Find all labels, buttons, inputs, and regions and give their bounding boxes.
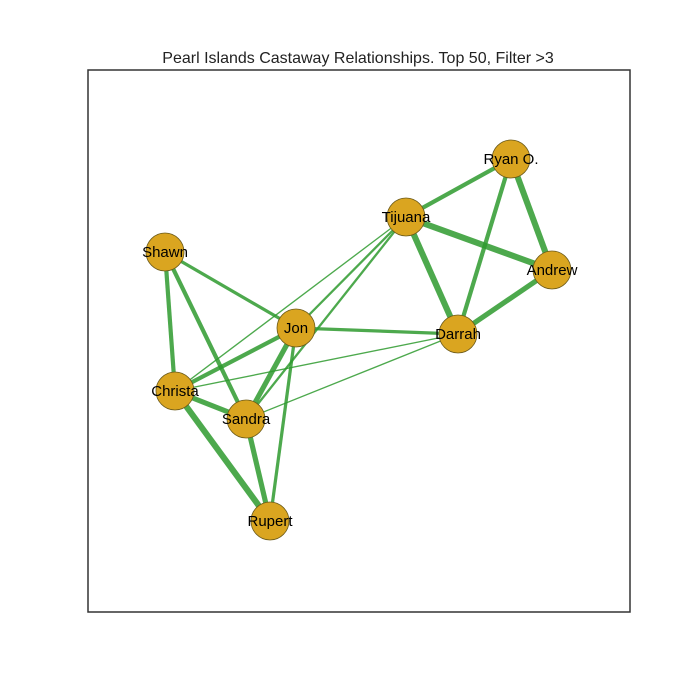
- edge-darrah-jon: [295, 326, 459, 336]
- node-label-shawn: Shawn: [142, 244, 188, 261]
- node-label-andrew: Andrew: [527, 262, 578, 279]
- plot-frame: [87, 69, 631, 613]
- node-andrew: Andrew: [527, 250, 578, 290]
- node-ryan: Ryan O.: [483, 139, 539, 179]
- node-circle-christa: [155, 371, 195, 411]
- edge-shawn-jon: [164, 250, 297, 330]
- node-circle-andrew: [532, 250, 572, 290]
- edge-tijuana-darrah: [403, 215, 461, 336]
- edge-ryan-andrew: [508, 157, 555, 272]
- chart-title: Pearl Islands Castaway Relationships. To…: [162, 50, 554, 67]
- node-circle-sandra: [226, 399, 266, 439]
- nodes-layer: Ryan O. Tijuana Andrew Shawn Jon Darrah Christ…: [142, 139, 578, 541]
- node-circle-tijuana: [386, 197, 426, 237]
- edge-tijuana-ryan: [404, 157, 513, 219]
- node-circle-shawn: [145, 232, 185, 272]
- node-label-sandra: Sandra: [222, 411, 271, 428]
- node-rupert: Rupert: [247, 501, 293, 541]
- node-christa: Christa: [151, 371, 199, 411]
- edge-jon-rupert: [268, 327, 298, 522]
- node-label-tijuana: Tijuana: [382, 209, 431, 226]
- edge-darrah-christa: [174, 333, 459, 392]
- edges-layer: [162, 157, 555, 523]
- node-label-jon: Jon: [284, 320, 308, 337]
- node-label-rupert: Rupert: [247, 513, 293, 530]
- node-label-darrah: Darrah: [435, 326, 481, 343]
- node-shawn: Shawn: [142, 232, 188, 272]
- edge-tijuana-christa: [174, 216, 407, 392]
- edge-tijuana-andrew: [404, 214, 554, 273]
- node-darrah: Darrah: [435, 314, 481, 354]
- node-jon: Jon: [276, 308, 316, 348]
- edge-christa-rupert: [172, 389, 273, 523]
- node-circle-ryan: [491, 139, 531, 179]
- edge-shawn-sandra: [163, 251, 248, 420]
- node-circle-rupert: [250, 501, 290, 541]
- edge-tijuana-sandra: [245, 216, 407, 420]
- edge-shawn-christa: [162, 251, 178, 392]
- edge-tijuana-jon: [295, 216, 407, 329]
- node-label-christa: Christa: [151, 383, 199, 400]
- edge-ryan-darrah: [455, 158, 514, 335]
- node-sandra: Sandra: [222, 399, 271, 439]
- node-label-ryan: Ryan O.: [483, 151, 538, 168]
- edge-jon-christa: [174, 326, 297, 393]
- edge-darrah-sandra: [245, 333, 459, 420]
- node-circle-darrah: [438, 314, 478, 354]
- node-tijuana: Tijuana: [382, 197, 431, 237]
- node-circle-jon: [276, 308, 316, 348]
